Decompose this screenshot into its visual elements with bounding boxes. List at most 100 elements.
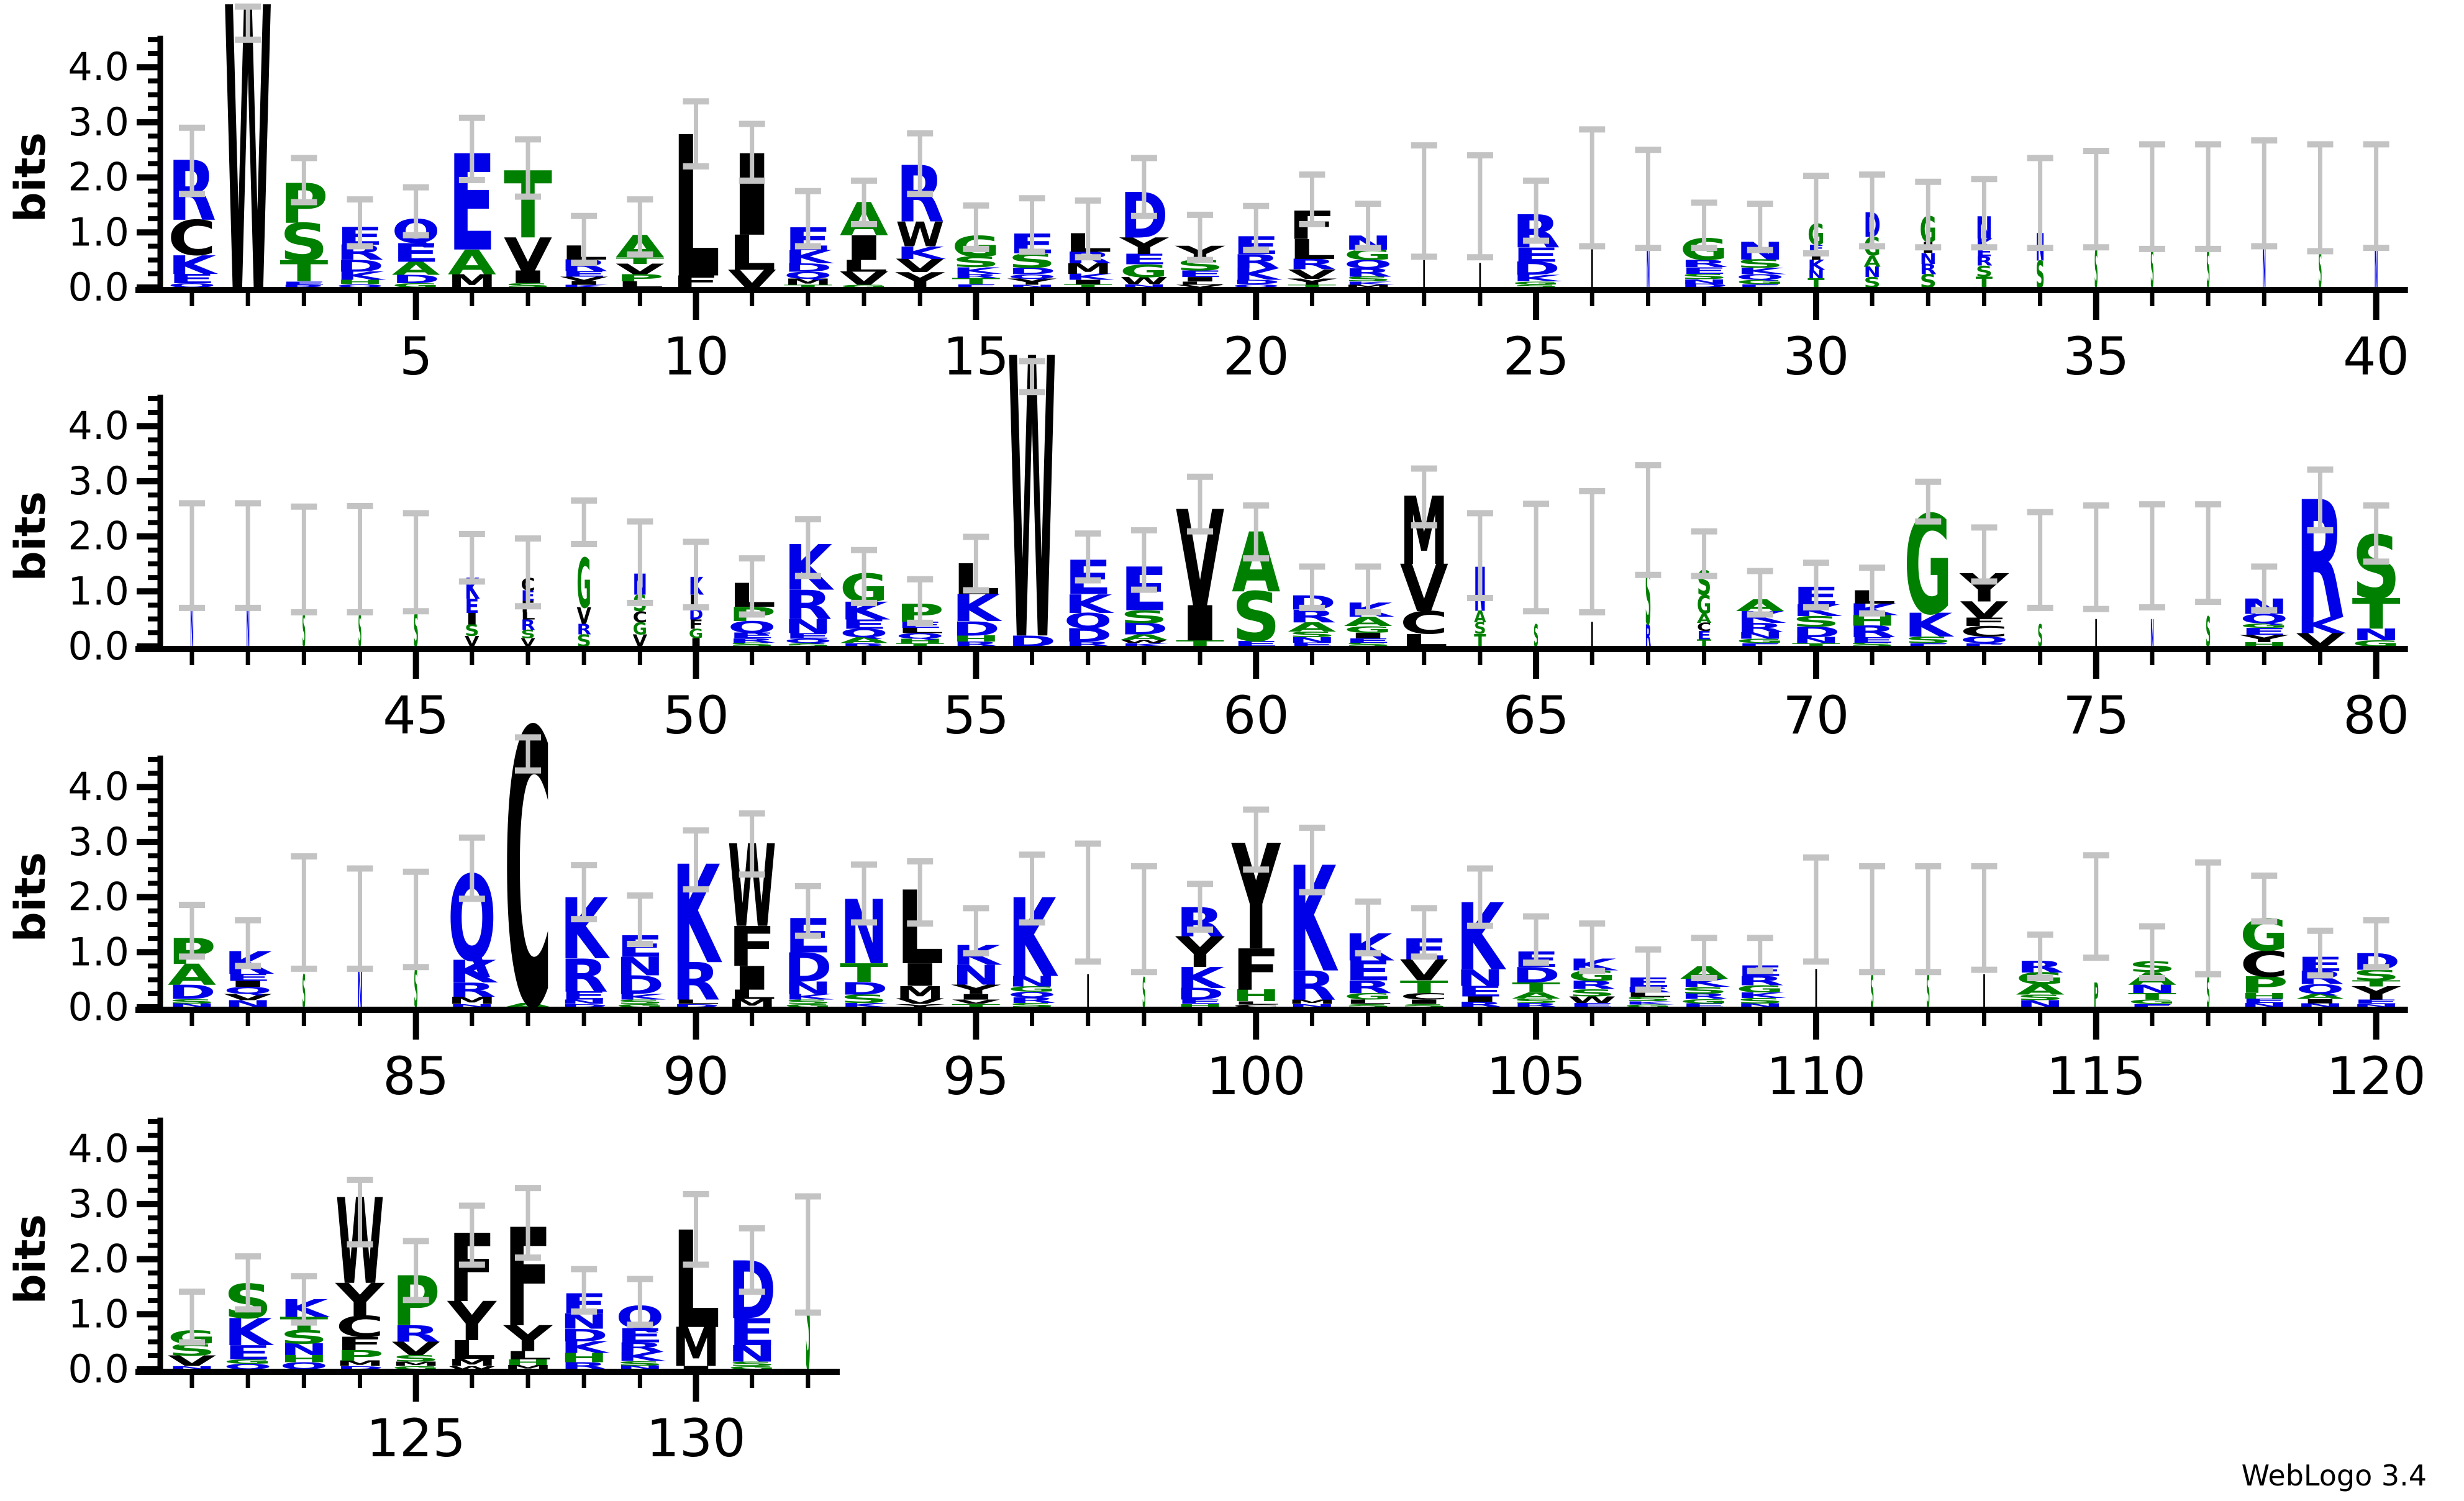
residue-letter-K: K: [1344, 281, 1395, 286]
residue-letter-V: V: [576, 603, 591, 630]
error-bar: [515, 734, 542, 774]
residue-letter-K: K: [560, 1338, 610, 1357]
logo-stack-pos-38: N: [2263, 233, 2266, 302]
residue-letter-S: S: [280, 213, 328, 273]
logo-stack-pos-3: RETSP: [280, 173, 328, 289]
residue-letter-I: I: [896, 957, 944, 993]
residue-letter-M: M: [784, 277, 832, 287]
residue-letter-N: N: [1863, 264, 1880, 281]
error-bar: [2195, 141, 2222, 252]
residue-letter-N: N: [1008, 973, 1057, 990]
residue-letter-R: R: [521, 617, 535, 633]
residue-letter-A: A: [1512, 990, 1560, 1000]
error-bar: [2251, 137, 2278, 250]
residue-letter-N: N: [2240, 1002, 2288, 1009]
x-tick-label: 115: [2047, 1046, 2146, 1107]
residue-letter-D: D: [336, 257, 384, 276]
residue-letter-E: E: [224, 972, 272, 983]
residue-letter-N: N: [1736, 630, 1784, 641]
error-bar: [458, 834, 485, 902]
residue-letter-I: I: [560, 280, 608, 286]
residue-letter-S: S: [616, 1360, 664, 1367]
error-bar: [1803, 854, 1829, 965]
residue-letter-N: N: [448, 1003, 496, 1009]
error-bar: [235, 917, 261, 969]
x-tick-label: 120: [2326, 1046, 2425, 1107]
residue-letter-K: K: [784, 247, 835, 268]
residue-letter-K: K: [896, 243, 947, 263]
x-tick-label: 20: [1223, 326, 1289, 387]
y-tick-label: 3.0: [68, 99, 129, 145]
logo-stack-pos-75: I: [2094, 611, 2098, 655]
y-axis-row-1: 0.0 1.0 2.0 3.0 4.0 bits: [6, 35, 163, 310]
residue-letter-N: N: [784, 615, 832, 638]
residue-letter-I: I: [672, 1365, 721, 1371]
residue-letter-H: H: [896, 638, 944, 645]
y-tick-label: 2.0: [68, 514, 129, 559]
residue-letter-T: T: [1474, 630, 1486, 650]
error-bar: [683, 1190, 709, 1268]
error-bar: [2195, 859, 2222, 977]
x-tick-label: 50: [663, 685, 729, 746]
residue-letter-Q: Q: [784, 270, 832, 281]
residue-letter-S: S: [168, 998, 216, 1005]
error-bar: [627, 196, 653, 258]
y-tick-label: 3.0: [68, 819, 129, 864]
residue-letter-S: S: [952, 254, 1000, 271]
error-bar: [1859, 863, 1886, 976]
error-bar: [2027, 509, 2053, 611]
residue-letter-V: V: [840, 268, 888, 289]
error-bar: [627, 518, 653, 606]
logo-stack-pos-110: I: [1814, 958, 1817, 1020]
residue-letter-A: A: [392, 258, 440, 279]
residue-letter-S: S: [1344, 275, 1393, 283]
logo-stack-pos-132: S: [806, 1226, 811, 1406]
residue-letter-S: S: [1512, 997, 1560, 1004]
residue-letter-M: M: [1344, 284, 1393, 288]
residue-letter-N: N: [616, 952, 664, 982]
residue-letter-R: R: [672, 952, 721, 1012]
x-tick-label: 25: [1503, 326, 1570, 387]
error-bar: [739, 120, 765, 184]
residue-letter-L: L: [1176, 281, 1224, 286]
x-tick-label: 60: [1223, 685, 1289, 746]
logo-stack-pos-29: EGQKSN: [1736, 237, 1787, 289]
residue-letter-R: R: [1976, 254, 1993, 269]
logo-stack-pos-35: S: [2094, 238, 2098, 300]
error-bar: [907, 576, 934, 626]
residue-letter-M: M: [504, 1364, 552, 1371]
residue-letter-N: N: [2296, 1002, 2344, 1009]
residue-letter-I: I: [1591, 237, 1594, 301]
logo-stack-pos-40: N: [2375, 238, 2378, 300]
error-bar: [963, 533, 989, 594]
residue-letter-Q: Q: [896, 632, 944, 640]
residue-letter-H: H: [952, 634, 1000, 644]
residue-letter-A: A: [1863, 253, 1880, 270]
y-tick-label: 0.0: [68, 624, 129, 669]
error-bar: [1355, 898, 1381, 957]
residue-letter-E: E: [616, 1325, 664, 1348]
logo-stack-pos-45: S: [414, 603, 419, 658]
residue-letter-P: P: [2240, 972, 2288, 999]
error-bar: [402, 510, 429, 615]
residue-letter-D: D: [952, 617, 1000, 640]
residue-letter-I: I: [2094, 611, 2098, 655]
residue-letter-S: S: [728, 1361, 776, 1367]
residue-letter-Q: Q: [1344, 258, 1393, 271]
residue-letter-N: N: [2128, 982, 2176, 995]
error-bar: [235, 1253, 261, 1313]
error-bar: [1411, 465, 1437, 528]
error-bar: [1019, 851, 1045, 926]
residue-letter-V: V: [1288, 267, 1336, 282]
residue-letter-D: D: [784, 261, 832, 274]
error-bar: [1971, 176, 1998, 251]
residue-letter-N: N: [1288, 636, 1336, 645]
residue-letter-E: E: [728, 631, 776, 640]
error-bar: [1859, 565, 1886, 617]
residue-letter-G: G: [633, 619, 647, 638]
residue-letter-K: K: [448, 954, 499, 990]
